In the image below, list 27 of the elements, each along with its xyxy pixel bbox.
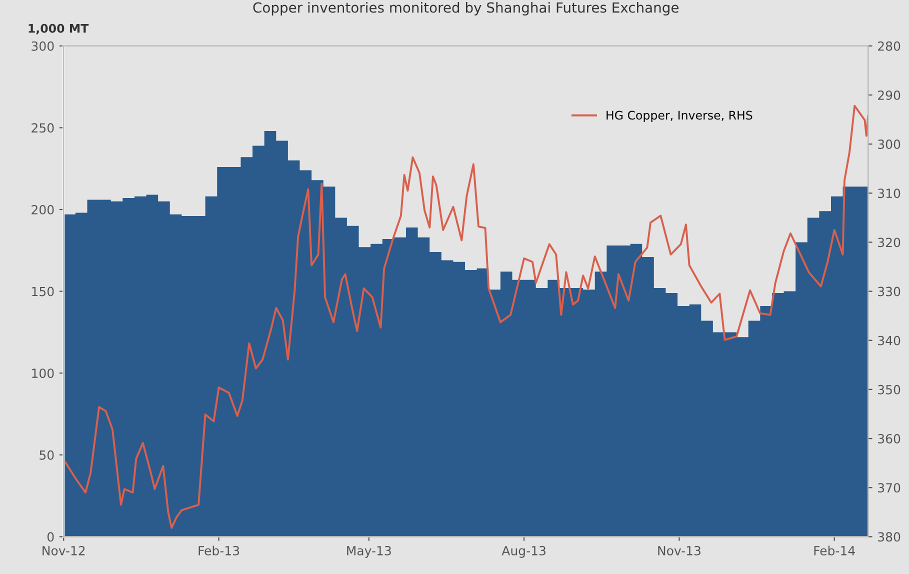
y-tick-label: 300 [32,41,54,51]
y-tick-label: 150 [32,286,54,296]
y2-tick-label: 320 [878,238,900,248]
x-tick-label: Nov-12 [42,546,85,556]
y-tick-label: 50 [40,450,54,460]
y2-tick-label: 300 [878,140,900,149]
y-tick-label: 100 [32,368,54,378]
y2-tick-label: 360 [878,434,900,444]
y2-tick-label: 370 [878,483,900,493]
y2-tick-label: 380 [878,532,900,542]
x-tick-label: Aug-13 [502,546,546,558]
y-axis-title: 1,000 MT [28,24,89,34]
y2-tick-label: 280 [878,41,900,51]
y2-tick-label: 310 [878,188,900,198]
x-tick-label: May-13 [347,546,391,558]
y-tick-label: 250 [32,123,54,133]
chart-title: Copper inventories monitored by Shanghai Futures Exchange [253,2,678,16]
x-tick-label: Feb-13 [198,546,240,556]
x-tick-label: Nov-13 [658,546,700,556]
y2-tick-label: 340 [878,336,900,346]
y2-tick-label: 330 [878,286,900,296]
x-tick-label: Feb-14 [814,546,855,556]
y-tick-label: 0 [47,532,54,542]
y2-tick-label: 290 [878,90,900,100]
y-tick-label: 200 [32,204,54,214]
legend-label: HG Copper, Inverse, RHS [606,110,752,122]
y2-tick-label: 350 [878,384,900,394]
